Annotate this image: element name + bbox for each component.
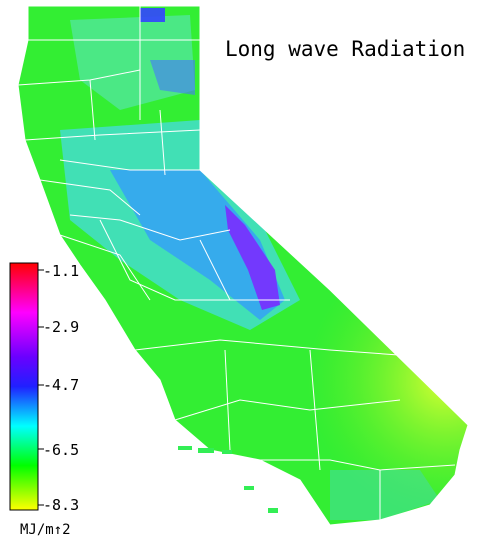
colorbar-tick-label: -1.1 [43,262,79,280]
sierra-region [110,170,285,320]
colorbar-gradient [9,262,39,511]
colorbar-tick-label: -4.7 [43,376,79,394]
colorbar-ticks [38,269,44,506]
south-coast-cyan [330,470,440,520]
northeast-blue [150,60,195,95]
colorbar-unit-label: MJ/m↑2 [20,522,71,538]
north-peak [140,8,165,22]
channel-islands [178,446,278,513]
colorbar-tick-label: -6.5 [43,441,79,459]
colorbar-tick-label: -8.3 [43,496,79,514]
colorbar: -1.1 -2.9 -4.7 -6.5 -8.3 MJ/m↑2 [9,262,79,538]
colorbar-tick-label: -2.9 [43,318,79,336]
county-lines [18,6,468,520]
sierra-peaks [225,205,280,310]
map-title: Long wave Radiation [225,37,465,61]
california-map [17,5,469,526]
state-outline [17,5,469,526]
